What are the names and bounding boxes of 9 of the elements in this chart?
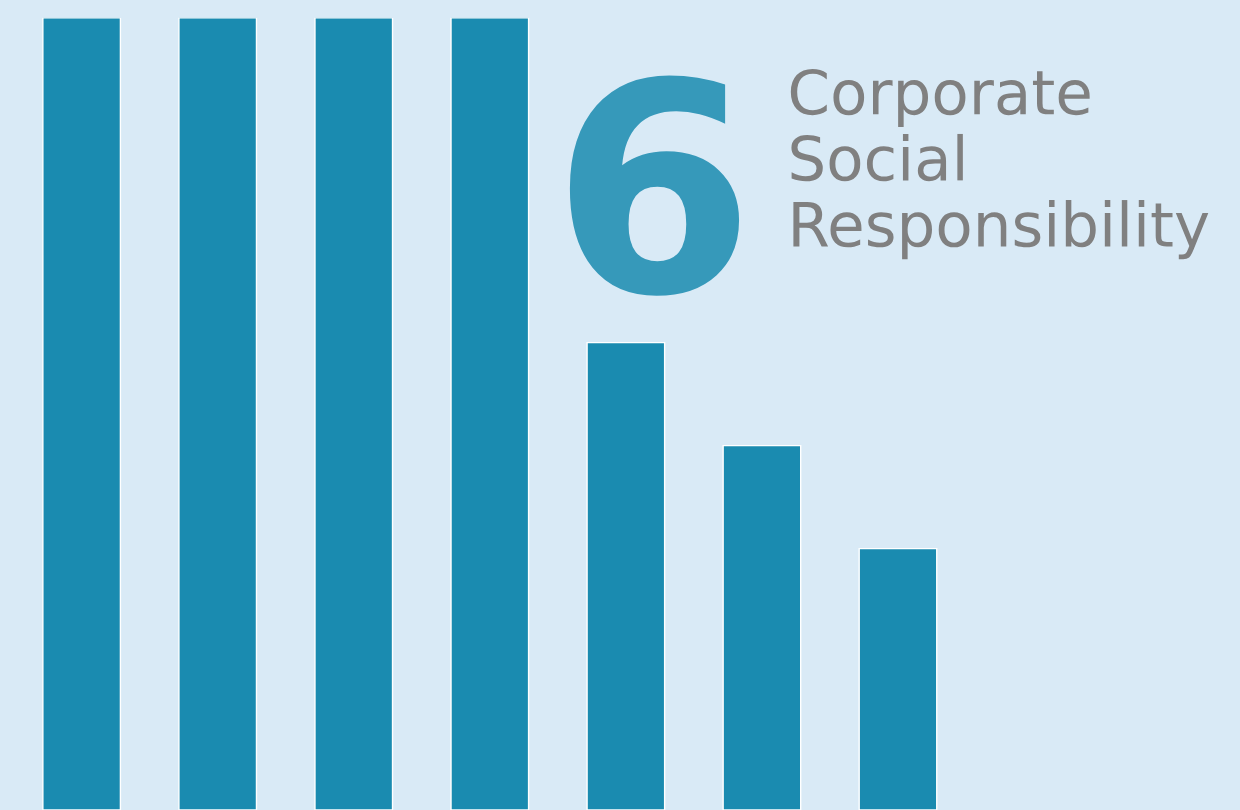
- bar: [722, 444, 802, 810]
- bar: [314, 17, 394, 810]
- bar: [586, 341, 666, 810]
- bar: [450, 17, 530, 810]
- bar: [858, 547, 938, 810]
- annotation: 6: [569, 75, 740, 296]
- text: Corporate Social Responsibility: [790, 68, 1209, 260]
- bar: [42, 17, 122, 810]
- bar: [178, 17, 258, 810]
